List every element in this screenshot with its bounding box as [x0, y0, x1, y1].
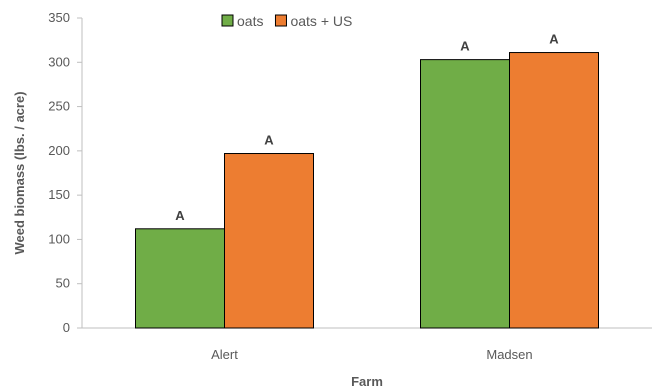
bar: [224, 153, 314, 329]
y-tick-label: 0: [63, 320, 70, 335]
y-tick-label: 150: [48, 187, 70, 202]
data-label: A: [460, 39, 470, 54]
y-tick-label: 100: [48, 231, 70, 246]
y-tick-label: 300: [48, 54, 70, 69]
x-axis-ticks: Alert Madsen: [211, 347, 532, 362]
bar: [135, 228, 225, 329]
x-axis-title: Farm: [351, 374, 383, 389]
y-tick-label: 350: [48, 10, 70, 25]
legend-swatch: [274, 14, 287, 27]
data-label: A: [549, 32, 559, 47]
bar: [420, 59, 510, 329]
x-tick-label: Alert: [211, 347, 238, 362]
y-tick-label: 250: [48, 99, 70, 114]
bar: [509, 52, 599, 329]
legend: oats oats + US: [221, 13, 352, 29]
legend-label: oats + US: [290, 13, 352, 29]
legend-label: oats: [237, 13, 263, 29]
data-label: A: [175, 208, 185, 223]
legend-swatch: [221, 14, 234, 27]
y-tick-label: 50: [56, 276, 70, 291]
data-label: A: [264, 133, 274, 148]
x-tick-label: Madsen: [486, 347, 532, 362]
y-axis-title: Weed biomass (lbs. / acre): [12, 91, 27, 254]
y-axis-ticks: 0 50 100 150 200 250 300 350: [48, 10, 82, 335]
y-tick-label: 200: [48, 143, 70, 158]
bars-group: A A A A: [135, 32, 599, 329]
